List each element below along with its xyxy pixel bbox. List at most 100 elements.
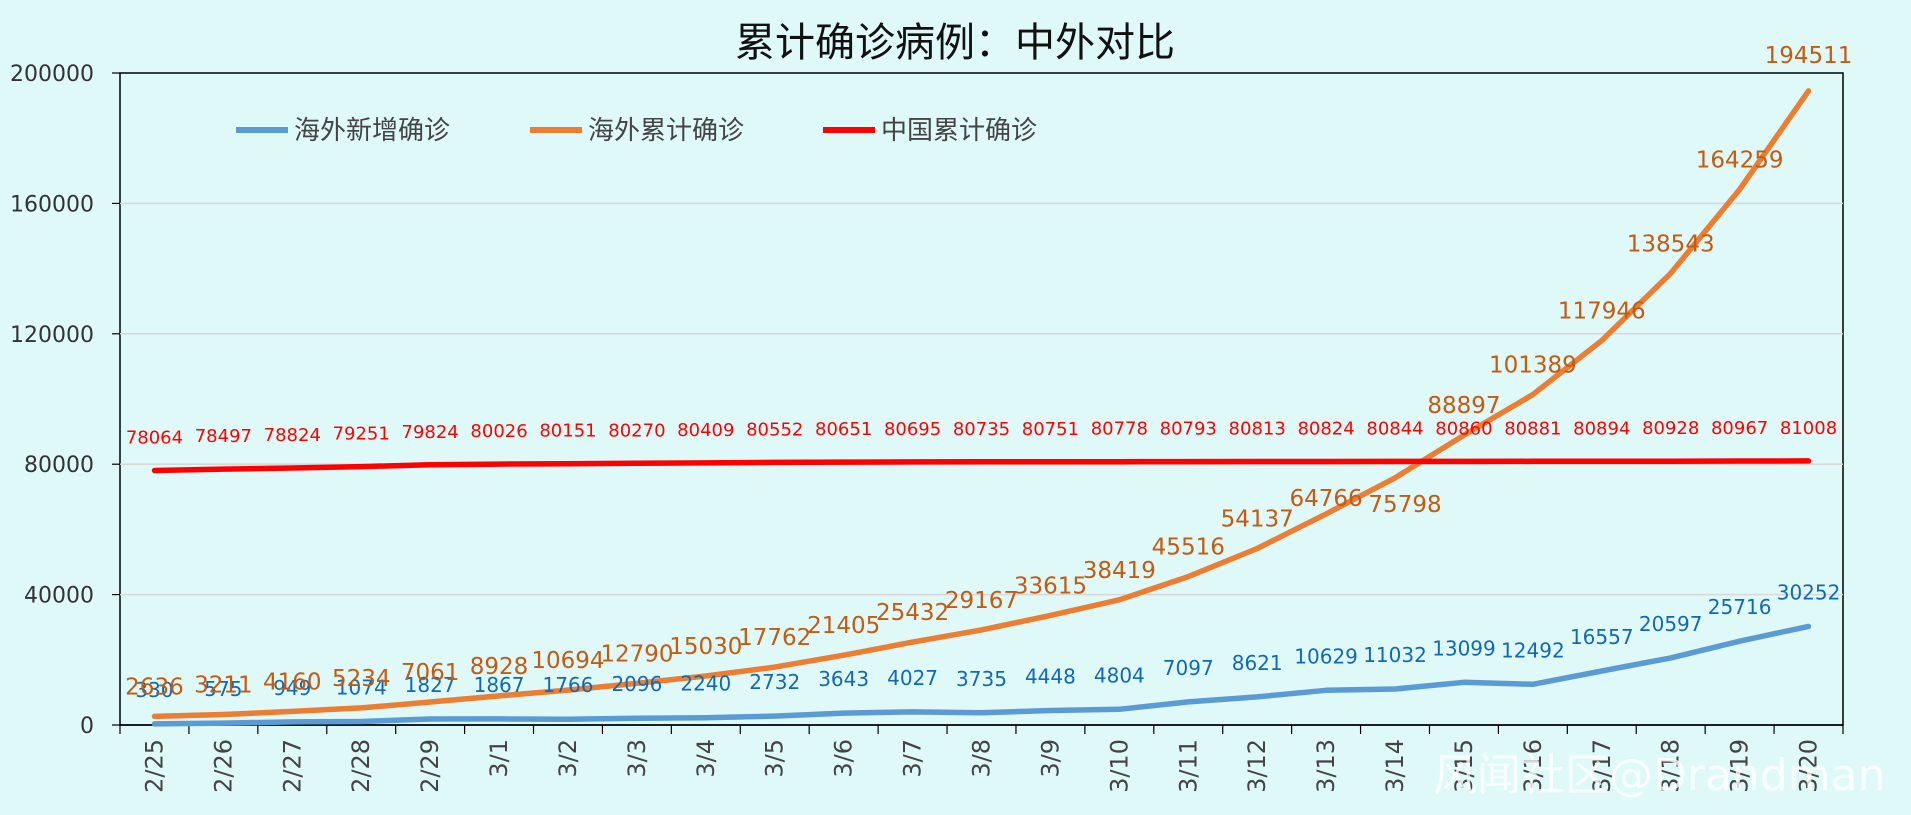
x-tick-label: 3/1 [485, 739, 513, 778]
data-label-overseas-cumulative: 17762 [738, 625, 811, 651]
data-label-overseas-new: 8621 [1232, 651, 1283, 675]
data-label-overseas-cumulative: 29167 [945, 588, 1018, 614]
data-label-overseas-new: 3735 [956, 667, 1007, 691]
data-label-overseas-cumulative: 75798 [1368, 492, 1441, 518]
data-label-china-cumulative: 80270 [608, 420, 665, 441]
data-label-overseas-new: 12492 [1501, 638, 1565, 662]
data-label-overseas-new: 3643 [818, 667, 869, 691]
x-tick-label: 3/11 [1174, 739, 1202, 793]
data-label-china-cumulative: 80824 [1297, 419, 1354, 440]
data-label-china-cumulative: 80735 [953, 419, 1010, 440]
data-label-overseas-cumulative: 10694 [531, 648, 604, 674]
x-tick-label: 3/14 [1381, 739, 1409, 793]
x-tick-label: 3/6 [830, 739, 858, 778]
legend-label-china-cumulative: 中国累计确诊 [881, 116, 1037, 146]
data-label-overseas-new: 13099 [1432, 636, 1496, 660]
x-tick-label: 3/15 [1450, 739, 1478, 793]
x-tick-label: 3/10 [1105, 739, 1133, 793]
data-label-china-cumulative: 80651 [815, 419, 872, 440]
legend-label-overseas-cumulative: 海外累计确诊 [588, 116, 744, 146]
data-label-china-cumulative: 79251 [333, 424, 390, 445]
data-label-overseas-new: 30252 [1777, 580, 1841, 604]
data-label-overseas-new: 2096 [611, 672, 662, 696]
data-label-overseas-new: 1074 [336, 675, 387, 699]
line-overseas-cumulative [151, 88, 1812, 720]
data-label-overseas-cumulative: 25432 [876, 600, 949, 626]
data-label-china-cumulative: 80793 [1160, 419, 1217, 440]
data-label-overseas-cumulative: 3211 [194, 673, 253, 699]
data-label-overseas-new: 20597 [1639, 612, 1703, 636]
x-tick-label: 2/25 [140, 739, 168, 793]
data-label-overseas-cumulative: 2636 [125, 674, 184, 700]
data-label-overseas-new: 330 [135, 678, 173, 702]
data-label-china-cumulative: 79824 [402, 422, 459, 443]
data-label-china-cumulative: 80751 [1022, 419, 1079, 440]
x-tick-label: 3/18 [1657, 739, 1685, 793]
data-label-overseas-cumulative: 138543 [1627, 231, 1715, 257]
data-label-overseas-new: 7097 [1163, 656, 1214, 680]
data-label-overseas-new: 16557 [1570, 625, 1634, 649]
y-tick-label: 40000 [24, 584, 94, 609]
data-label-china-cumulative: 80894 [1573, 418, 1630, 439]
data-label-overseas-new: 10629 [1294, 644, 1358, 668]
y-tick-label: 80000 [24, 453, 94, 478]
x-tick-label: 3/5 [761, 739, 789, 778]
data-label-overseas-cumulative: 5234 [332, 666, 391, 692]
data-label-china-cumulative: 80844 [1366, 418, 1423, 439]
y-tick-label: 0 [80, 714, 94, 739]
data-label-overseas-cumulative: 38419 [1083, 558, 1156, 584]
data-label-china-cumulative: 78497 [195, 426, 252, 447]
data-label-overseas-cumulative: 88897 [1427, 393, 1500, 419]
data-label-china-cumulative: 80778 [1091, 419, 1148, 440]
data-label-overseas-cumulative: 64766 [1290, 486, 1363, 512]
data-label-overseas-new: 2732 [749, 670, 800, 694]
x-tick-label: 3/16 [1519, 739, 1547, 793]
watermark: 风闻社区@Drandman [1433, 750, 1885, 801]
data-label-overseas-cumulative: 33615 [1014, 573, 1087, 599]
series-lines [151, 88, 1812, 727]
data-label-china-cumulative: 80967 [1711, 418, 1768, 439]
data-label-china-cumulative: 80928 [1642, 418, 1699, 439]
x-tick-label: 3/8 [968, 739, 996, 778]
data-labels: 330 575 949 1074 1827 1867 1766 2096 2240 2732 364… [125, 43, 1852, 702]
data-label-overseas-new: 1867 [474, 673, 525, 697]
data-label-overseas-new: 25716 [1708, 595, 1772, 619]
data-label-overseas-new: 1827 [405, 673, 456, 697]
axes: 0 40000 80000 120000 160000 200000 2/25 2/26 2/2… [10, 62, 1844, 793]
x-tick-label: 2/26 [209, 739, 237, 793]
x-tick-label: 3/13 [1312, 739, 1340, 793]
data-label-overseas-new: 4804 [1094, 663, 1145, 687]
x-tick-label: 3/4 [692, 739, 720, 778]
line-overseas-new [151, 623, 1812, 727]
data-label-overseas-new: 4027 [887, 666, 938, 690]
y-tick-label: 200000 [10, 62, 94, 87]
data-label-overseas-cumulative: 164259 [1696, 148, 1784, 174]
y-tick-label: 160000 [10, 192, 94, 217]
data-label-overseas-cumulative: 8928 [470, 654, 529, 680]
x-tick-label: 3/12 [1243, 739, 1271, 793]
data-label-china-cumulative: 81008 [1780, 418, 1837, 439]
x-tick-label: 2/29 [416, 739, 444, 793]
data-label-china-cumulative: 80860 [1435, 418, 1492, 439]
x-tick-label: 3/20 [1795, 739, 1823, 793]
data-label-overseas-new: 949 [273, 676, 311, 700]
data-label-overseas-cumulative: 101389 [1489, 352, 1577, 378]
data-label-overseas-cumulative: 4160 [263, 669, 322, 695]
data-label-overseas-new: 1766 [543, 673, 594, 697]
data-label-china-cumulative: 80026 [470, 421, 527, 442]
data-label-china-cumulative: 80151 [539, 421, 596, 442]
data-label-overseas-new: 4448 [1025, 664, 1076, 688]
plot-area [119, 72, 1844, 726]
data-label-china-cumulative: 80695 [884, 419, 941, 440]
x-tick-label: 3/3 [623, 739, 651, 778]
data-label-overseas-cumulative: 21405 [807, 613, 880, 639]
data-label-china-cumulative: 80881 [1504, 418, 1561, 439]
data-label-overseas-cumulative: 12790 [600, 641, 673, 667]
data-label-overseas-new: 2240 [680, 672, 731, 696]
x-tick-label: 2/28 [347, 739, 375, 793]
data-label-china-cumulative: 80409 [677, 420, 734, 441]
x-tick-label: 3/2 [554, 739, 582, 778]
data-label-overseas-new: 575 [204, 677, 242, 701]
data-label-china-cumulative: 78064 [126, 428, 183, 449]
